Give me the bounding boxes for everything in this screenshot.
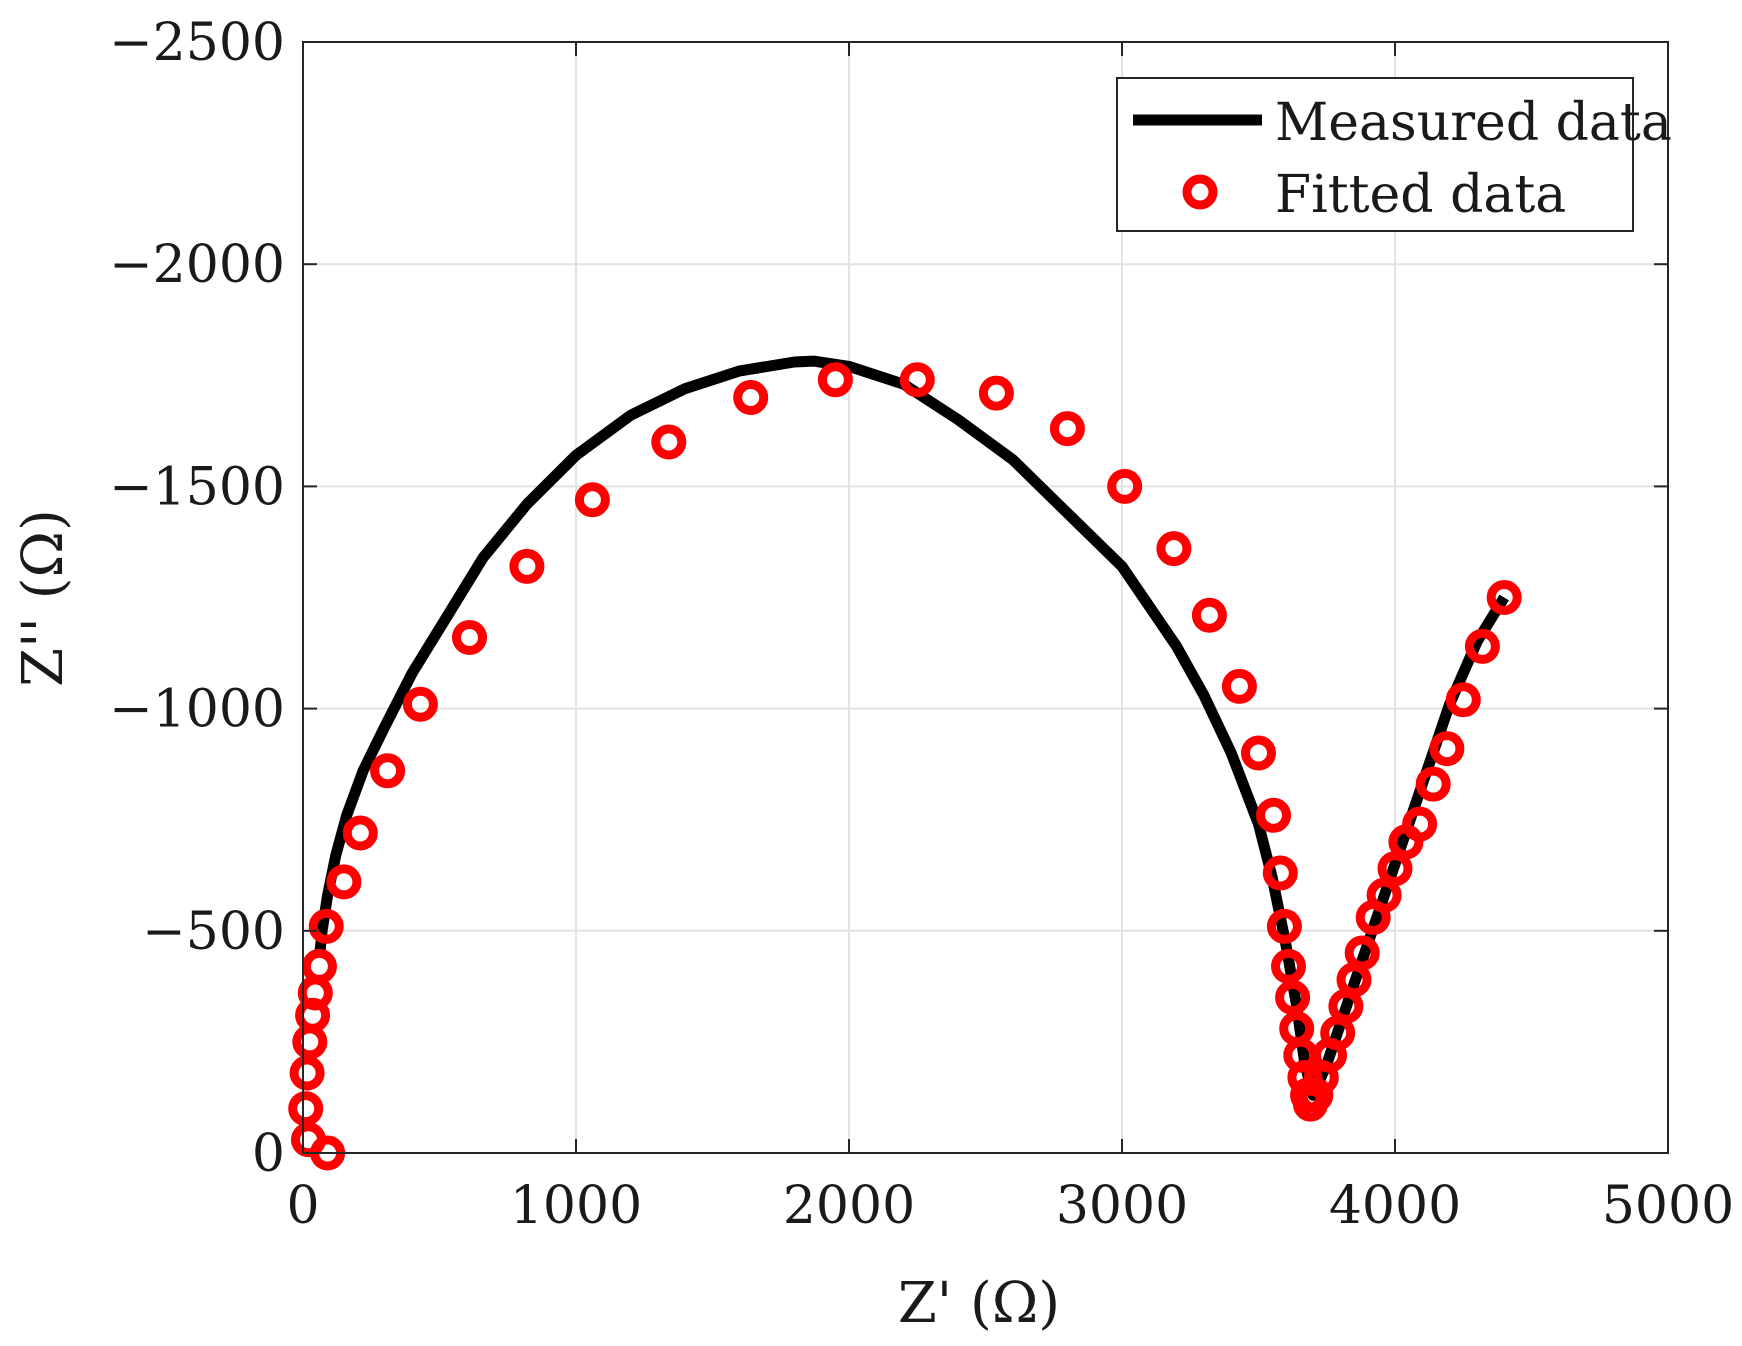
x-tick-label: 3000 bbox=[1056, 1176, 1188, 1236]
y-tick-label: 0 bbox=[252, 1124, 285, 1184]
fitted-data-point bbox=[326, 864, 362, 900]
legend-measured-label: Measured data bbox=[1275, 93, 1672, 153]
legend-fitted-label: Fitted data bbox=[1275, 165, 1566, 225]
fitted-data-point bbox=[1271, 948, 1306, 984]
x-tick-label: 5000 bbox=[1602, 1176, 1734, 1236]
fitted-data-point bbox=[1429, 731, 1465, 767]
fitted-data-point bbox=[1156, 531, 1192, 567]
legend: Measured data Fitted data bbox=[1116, 77, 1672, 232]
fitted-data-point bbox=[1486, 580, 1522, 615]
fitted-data-point bbox=[1262, 855, 1298, 891]
fitted-data-point bbox=[308, 908, 344, 944]
fitted-data-point bbox=[574, 482, 610, 518]
plot-area bbox=[288, 355, 1522, 1171]
x-tick-label: 0 bbox=[286, 1176, 319, 1236]
fitted-data-point bbox=[452, 620, 487, 655]
fitted-data-point bbox=[817, 362, 853, 398]
x-tick-label: 4000 bbox=[1329, 1176, 1461, 1236]
gridlines bbox=[302, 41, 1669, 1154]
fitted-data-point bbox=[733, 380, 769, 415]
x-tick-label: 1000 bbox=[510, 1176, 642, 1236]
fitted-data-point bbox=[370, 753, 406, 789]
fitted-data-point bbox=[1107, 468, 1143, 504]
fitted-data-point bbox=[1415, 766, 1451, 802]
y-tick-label: −500 bbox=[142, 902, 285, 962]
fitted-data-point bbox=[342, 815, 378, 851]
fitted-data-point bbox=[402, 686, 438, 722]
x-axis-label: Z' (Ω) bbox=[898, 1271, 1060, 1336]
y-tick-label: −1500 bbox=[109, 457, 285, 517]
legend-fitted-marker-sample bbox=[1182, 174, 1218, 210]
fitted-data-point bbox=[1266, 908, 1302, 944]
axis-ticks: 0 1000 2000 3000 4000 5000 −2500 −2000 −1500 −100… bbox=[109, 13, 1734, 1236]
fitted-data-point bbox=[1221, 668, 1257, 704]
measured-data-line bbox=[313, 355, 1509, 1101]
fitted-data-point bbox=[899, 362, 935, 398]
fitted-data-point bbox=[1445, 682, 1481, 718]
fitted-data-point bbox=[1402, 806, 1438, 842]
fitted-data-point bbox=[1377, 851, 1413, 887]
y-tick-label: −1000 bbox=[109, 680, 285, 740]
fitted-data-point bbox=[1256, 797, 1291, 833]
fitted-data-point bbox=[301, 948, 337, 984]
fitted-data-point bbox=[1191, 597, 1227, 633]
y-tick-label: −2500 bbox=[109, 13, 285, 73]
y-axis-label: Z'' (Ω) bbox=[11, 509, 76, 687]
fitted-data-point bbox=[1275, 980, 1311, 1015]
fitted-data-point bbox=[1298, 1077, 1334, 1113]
plot-frame bbox=[302, 41, 1669, 1154]
fitted-data-point bbox=[1344, 935, 1380, 971]
fitted-data-point bbox=[289, 1055, 325, 1091]
fitted-data-point bbox=[978, 375, 1014, 411]
fitted-data-point bbox=[651, 424, 687, 460]
fitted-data-point bbox=[1049, 411, 1085, 447]
x-tick-label: 2000 bbox=[783, 1176, 915, 1236]
fitted-data-point bbox=[288, 1091, 324, 1127]
fitted-data-point bbox=[1464, 628, 1500, 664]
fitted-data-point bbox=[509, 548, 545, 584]
fitted-data-point bbox=[1241, 735, 1276, 771]
y-tick-label: −2000 bbox=[109, 235, 285, 295]
